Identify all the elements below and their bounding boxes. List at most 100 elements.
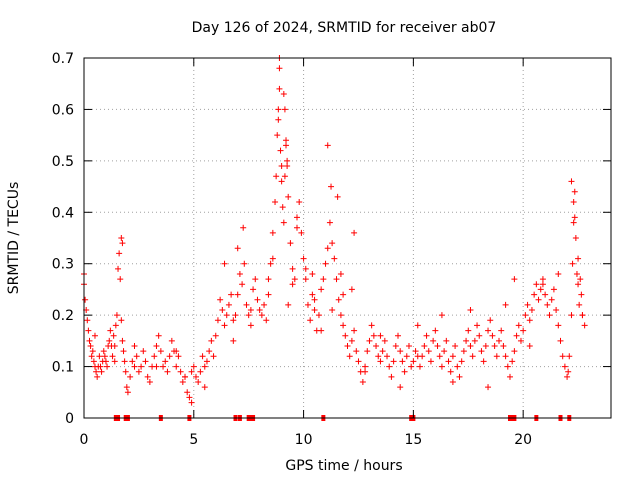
data-point bbox=[443, 337, 450, 344]
data-point bbox=[214, 317, 221, 324]
data-point bbox=[177, 368, 184, 375]
data-point bbox=[381, 337, 388, 344]
data-point bbox=[300, 255, 307, 262]
data-point bbox=[111, 358, 118, 365]
data-point bbox=[366, 337, 373, 344]
data-point bbox=[362, 368, 369, 375]
data-point bbox=[153, 363, 160, 370]
data-point bbox=[348, 286, 355, 293]
data-point bbox=[456, 373, 463, 380]
data-point bbox=[309, 271, 316, 277]
data-point bbox=[561, 363, 568, 370]
data-point bbox=[368, 322, 375, 329]
y-tick-label: 0.2 bbox=[52, 308, 74, 324]
y-tick-label: 0.3 bbox=[52, 257, 74, 273]
plot-frame bbox=[83, 57, 612, 419]
data-point bbox=[280, 91, 287, 97]
data-point bbox=[522, 312, 529, 319]
data-point bbox=[138, 363, 145, 370]
data-point bbox=[449, 379, 456, 385]
data-point bbox=[91, 332, 98, 339]
data-point bbox=[493, 353, 500, 360]
data-point bbox=[568, 312, 575, 319]
data-point bbox=[375, 353, 382, 360]
data-point bbox=[572, 235, 579, 241]
data-point bbox=[217, 296, 224, 303]
data-point bbox=[377, 332, 384, 339]
data-point bbox=[539, 276, 546, 283]
data-point bbox=[517, 337, 524, 344]
data-point bbox=[276, 85, 283, 92]
data-point bbox=[544, 301, 551, 308]
data-point bbox=[329, 240, 336, 247]
data-point bbox=[283, 142, 290, 149]
data-point bbox=[533, 281, 540, 288]
data-point bbox=[408, 363, 415, 370]
data-point bbox=[340, 291, 347, 298]
data-point bbox=[379, 348, 386, 355]
data-point bbox=[230, 337, 237, 344]
data-point bbox=[395, 332, 402, 339]
data-point bbox=[101, 353, 108, 360]
data-point bbox=[291, 276, 298, 283]
data-point bbox=[121, 358, 128, 365]
data-point bbox=[480, 358, 487, 365]
x-tick-label: 0 bbox=[80, 432, 89, 448]
data-point bbox=[467, 343, 474, 349]
data-point bbox=[93, 368, 100, 375]
y-tick-label: 0 bbox=[65, 411, 74, 427]
data-point bbox=[555, 322, 562, 329]
data-point bbox=[122, 368, 129, 375]
data-point bbox=[277, 147, 284, 154]
data-point bbox=[575, 281, 582, 288]
data-point bbox=[485, 384, 492, 391]
data-point bbox=[120, 348, 127, 355]
data-point bbox=[309, 291, 316, 298]
data-point bbox=[106, 337, 113, 344]
data-point bbox=[162, 358, 169, 365]
data-point bbox=[555, 271, 562, 277]
data-point bbox=[351, 229, 358, 236]
data-point bbox=[221, 322, 228, 329]
data-point bbox=[160, 363, 167, 370]
data-point bbox=[275, 106, 282, 113]
data-point bbox=[578, 291, 585, 298]
data-point bbox=[293, 224, 300, 231]
data-point bbox=[452, 343, 459, 349]
data-point bbox=[509, 358, 516, 365]
data-point bbox=[539, 281, 546, 288]
data-point bbox=[239, 281, 246, 288]
data-point bbox=[115, 265, 122, 272]
data-point bbox=[304, 301, 311, 308]
data-point bbox=[485, 327, 492, 334]
data-point bbox=[234, 245, 241, 252]
data-point bbox=[531, 291, 538, 298]
data-point bbox=[221, 260, 228, 267]
data-point bbox=[546, 312, 553, 319]
data-point bbox=[276, 65, 283, 72]
data-layer bbox=[81, 55, 588, 406]
data-point bbox=[559, 353, 566, 360]
data-point bbox=[289, 265, 296, 272]
data-point bbox=[377, 358, 384, 365]
data-point bbox=[97, 363, 104, 370]
data-point bbox=[342, 332, 349, 339]
data-point bbox=[335, 296, 342, 303]
data-point bbox=[113, 312, 120, 319]
data-point bbox=[278, 163, 285, 169]
data-point bbox=[230, 317, 237, 324]
data-point bbox=[432, 327, 439, 334]
data-point bbox=[273, 173, 280, 180]
data-point bbox=[373, 343, 380, 349]
data-point bbox=[550, 286, 557, 293]
data-point bbox=[247, 307, 254, 313]
data-point bbox=[307, 317, 314, 324]
data-point bbox=[434, 343, 441, 349]
data-point bbox=[201, 384, 208, 391]
data-point bbox=[118, 235, 125, 241]
data-point bbox=[318, 327, 325, 334]
y-tick-label: 0.4 bbox=[52, 205, 74, 221]
data-point bbox=[478, 348, 485, 355]
